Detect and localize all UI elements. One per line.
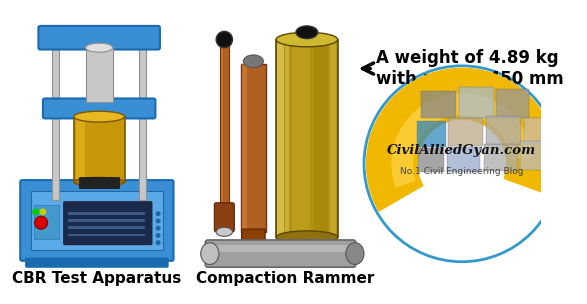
Ellipse shape bbox=[346, 243, 364, 264]
Ellipse shape bbox=[51, 29, 60, 36]
Bar bbox=[447, 147, 480, 172]
Bar bbox=[241, 64, 266, 232]
Ellipse shape bbox=[296, 26, 318, 39]
Bar bbox=[417, 121, 446, 147]
Bar bbox=[74, 117, 124, 182]
Circle shape bbox=[156, 226, 160, 230]
Bar bbox=[139, 32, 146, 200]
Text: CBR Test Apparatus: CBR Test Apparatus bbox=[12, 271, 181, 286]
Bar bbox=[68, 234, 146, 236]
Circle shape bbox=[156, 219, 160, 223]
Bar bbox=[487, 116, 521, 145]
Circle shape bbox=[41, 209, 46, 215]
Ellipse shape bbox=[74, 178, 124, 186]
Ellipse shape bbox=[276, 231, 338, 244]
Bar bbox=[314, 40, 328, 237]
Circle shape bbox=[35, 216, 48, 229]
FancyBboxPatch shape bbox=[21, 180, 174, 261]
Bar bbox=[277, 40, 284, 237]
Bar bbox=[86, 48, 113, 102]
Bar bbox=[524, 119, 545, 144]
Bar bbox=[419, 148, 444, 172]
Circle shape bbox=[156, 234, 160, 237]
Circle shape bbox=[156, 212, 160, 216]
Text: No.1 Civil Engineering Blog: No.1 Civil Engineering Blog bbox=[400, 167, 524, 175]
Circle shape bbox=[156, 241, 160, 244]
Ellipse shape bbox=[216, 227, 232, 236]
Text: Compaction Rammer: Compaction Rammer bbox=[196, 271, 375, 286]
Bar bbox=[520, 141, 547, 170]
Bar bbox=[330, 40, 336, 237]
Bar bbox=[52, 32, 59, 200]
Ellipse shape bbox=[201, 243, 219, 264]
Bar bbox=[448, 119, 483, 146]
Circle shape bbox=[33, 209, 38, 215]
Ellipse shape bbox=[138, 29, 147, 36]
Bar bbox=[276, 40, 338, 237]
Bar bbox=[292, 40, 311, 237]
FancyBboxPatch shape bbox=[242, 229, 265, 249]
Text: with a drop 450 mm: with a drop 450 mm bbox=[376, 71, 564, 88]
Bar bbox=[79, 178, 119, 188]
Bar bbox=[421, 91, 456, 119]
Bar bbox=[285, 40, 289, 237]
Text: CivilAlliedGyan.com: CivilAlliedGyan.com bbox=[387, 144, 537, 157]
Ellipse shape bbox=[216, 31, 232, 48]
Ellipse shape bbox=[244, 55, 264, 68]
Bar bbox=[220, 41, 229, 227]
Bar bbox=[459, 87, 494, 119]
FancyBboxPatch shape bbox=[43, 98, 156, 119]
Ellipse shape bbox=[74, 111, 124, 122]
Ellipse shape bbox=[86, 43, 113, 52]
Polygon shape bbox=[366, 68, 558, 212]
Bar bbox=[242, 64, 247, 232]
FancyBboxPatch shape bbox=[205, 240, 356, 267]
Bar bbox=[68, 212, 146, 215]
Bar bbox=[68, 226, 146, 229]
Circle shape bbox=[364, 66, 560, 262]
Polygon shape bbox=[392, 93, 532, 188]
Bar bbox=[210, 244, 351, 252]
Bar bbox=[34, 205, 59, 239]
FancyBboxPatch shape bbox=[38, 26, 160, 50]
Text: A weight of 4.89 kg: A weight of 4.89 kg bbox=[376, 49, 558, 67]
Bar bbox=[497, 88, 529, 118]
FancyBboxPatch shape bbox=[64, 202, 152, 244]
FancyBboxPatch shape bbox=[26, 258, 168, 267]
Bar bbox=[31, 191, 163, 250]
Bar bbox=[68, 219, 146, 222]
FancyBboxPatch shape bbox=[214, 203, 234, 232]
Bar bbox=[76, 117, 85, 182]
Bar bbox=[221, 41, 224, 227]
Bar bbox=[484, 144, 518, 171]
Ellipse shape bbox=[276, 32, 338, 47]
